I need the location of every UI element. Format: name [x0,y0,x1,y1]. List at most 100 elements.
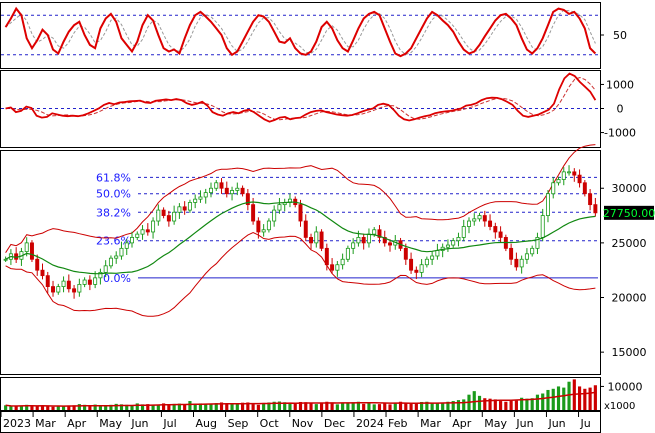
candle-body [261,229,266,233]
x-axis-label: Aug [196,417,217,430]
price-tick-label: 30000 [612,182,647,195]
candle-body [340,258,345,266]
candle-body [235,187,240,191]
volume-bar [504,401,508,410]
candle-body [530,247,535,255]
candle-body [535,237,540,249]
candle-body [93,277,98,285]
volume-bar [414,403,418,410]
volume-bar [130,405,134,410]
volume-bar [509,400,513,410]
volume-bar [251,404,255,410]
candle-body [140,229,145,235]
candle-body [403,247,408,260]
volume-bar [398,401,403,410]
candle-body [277,204,282,211]
candle-body [588,193,593,206]
volume-bar [341,403,345,410]
stochastic-line [4,6,597,58]
volume-bar [451,401,455,410]
candle-body [356,237,361,244]
volume-bar [14,406,18,410]
candle-body [414,269,419,273]
candle-body [240,187,245,195]
candle-body [319,231,324,249]
volume-bar [230,403,234,410]
candle-body [303,220,308,238]
volume-bar [61,406,66,410]
volume-bar [556,386,561,410]
volume-bar [267,402,271,410]
x-axis-label: Apr [67,417,87,430]
volume-bar [272,401,276,410]
volume-bar [362,403,366,410]
candle-body [314,231,319,244]
candle-body [51,286,56,293]
candle-body [66,280,71,290]
candle-body [156,209,161,222]
volume-bar [499,401,503,410]
candle-body [135,233,140,238]
candle-body [35,258,40,271]
volume-bar [319,402,324,410]
candle-body [3,258,8,261]
volume-bar [525,398,529,410]
volume-bar [293,402,297,410]
fibonacci-level-label: 38.2% [96,206,131,219]
x-axis-label: May [484,417,507,430]
candle-body [445,244,450,248]
stochastic-tick-label: 50 [613,29,627,42]
candle-body [477,215,482,220]
candle-body [456,237,461,242]
candle-body [251,204,256,222]
fibonacci-level-label: 0.0% [103,272,131,285]
x-axis-label: Feb [388,417,407,430]
volume-average-line [5,391,596,407]
volume-bar [372,404,376,410]
macd-tick-label: 1000 [606,78,634,91]
x-axis-label: Jun [515,417,533,430]
volume-bar [567,381,571,410]
x-axis-label: Mar [35,417,56,430]
volume-panel: 10000 x1000 [0,377,643,412]
candle-body [335,264,340,271]
volume-bar [19,405,24,410]
volume-bar [193,404,197,410]
x-axis-label: Ju [580,417,591,430]
volume-bar [441,403,445,410]
volume-bar [35,405,39,410]
volume-bar [456,400,461,410]
candle-body [40,269,45,277]
candle-body [198,196,203,200]
volume-bar [325,401,329,410]
volume-bar [125,404,129,410]
volume-bar [351,402,355,410]
candle-body [130,237,134,244]
volume-bar [98,405,102,410]
volume-bar [298,401,303,410]
volume-bar [140,404,145,410]
candle-body [551,182,556,195]
candle-body [545,193,550,216]
candle-body [472,218,477,222]
candle-body [372,229,377,235]
volume-bar [367,402,371,410]
candle-body [540,215,545,238]
volume-bar [472,391,476,410]
volume-bar [588,387,592,410]
volume-bar [172,403,176,410]
x-axis-label: Apr [452,417,472,430]
volume-bar [520,397,524,410]
volume-bar [551,388,555,410]
candle-body [561,171,566,180]
price-tick-label: 20000 [612,292,647,305]
candle-body [77,283,82,293]
candle-body [214,182,219,189]
candle-body [72,288,77,293]
candle-body [524,253,529,260]
macd-frame [0,70,601,148]
volume-bar [583,388,587,410]
volume-bar [383,403,387,410]
volume-bar [188,401,192,410]
volume-bar [88,406,92,410]
